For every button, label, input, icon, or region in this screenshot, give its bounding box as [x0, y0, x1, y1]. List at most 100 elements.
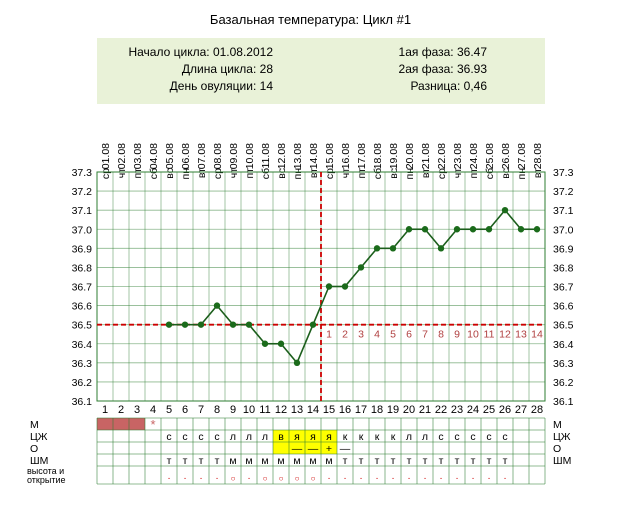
cervix-cell: ·	[215, 473, 218, 484]
shm-cell: м	[245, 455, 252, 467]
cj-cell: с	[182, 431, 187, 443]
date-label: 15.08	[324, 143, 336, 169]
date-label: 18.08	[372, 143, 384, 169]
row-label-opening: открытие	[27, 475, 66, 485]
temperature-point	[325, 283, 333, 290]
cervix-cell: ○	[263, 474, 268, 483]
y-tick-label-right: 36.5	[553, 320, 574, 332]
day-number-label: 11	[259, 404, 270, 416]
y-tick-label-right: 37.2	[553, 186, 574, 198]
day-number-label: 16	[339, 404, 351, 416]
day-number-label: 14	[307, 404, 319, 416]
date-label: 08.08	[212, 143, 224, 169]
date-label: 26.08	[500, 143, 512, 169]
temperature-point	[453, 226, 461, 233]
date-label: 05.08	[164, 143, 176, 169]
cervix-cell: ·	[391, 473, 394, 484]
phase2-day-label: 12	[499, 329, 511, 341]
shm-cell: т	[407, 455, 412, 467]
summary-value: 36.47	[456, 45, 487, 59]
day-number-label: 18	[371, 404, 383, 416]
row-label-left: ЦЖ	[30, 431, 48, 443]
row-label-left: ШМ	[30, 455, 48, 467]
temperature-line-segment	[344, 266, 362, 288]
summary-label: День овуляции:	[169, 79, 257, 93]
cycle-summary-panel: Начало цикла: 01.08.2012 Длина цикла: 28…	[97, 38, 545, 104]
menstruation-cell	[97, 418, 113, 430]
star-marker: *	[150, 417, 155, 432]
y-tick-label-left: 36.9	[72, 243, 93, 255]
weekday-label: вс	[500, 168, 512, 179]
temperature-line-segment	[280, 343, 298, 364]
phase2-day-label: 13	[515, 329, 527, 341]
day-number-label: 13	[291, 404, 303, 416]
weekday-label: пт	[244, 168, 256, 179]
day-number-label: 12	[275, 404, 287, 416]
row-label-right: ШМ	[553, 455, 571, 467]
shm-cell: т	[215, 455, 220, 467]
day-number-label: 21	[419, 404, 431, 416]
temperature-point	[181, 321, 189, 328]
date-label: 03.08	[132, 143, 144, 169]
day-number-label: 28	[531, 404, 543, 416]
phase2-day-label: 11	[484, 329, 495, 341]
y-tick-label-right: 36.1	[553, 396, 574, 408]
weekday-label: вс	[276, 168, 288, 179]
phase2-day-label: 1	[326, 329, 332, 341]
shm-cell: м	[261, 455, 268, 467]
y-tick-label-left: 36.1	[72, 396, 93, 408]
cj-cell: к	[359, 431, 364, 443]
day-number-label: 17	[355, 404, 367, 416]
summary-label: 1ая фаза:	[398, 45, 454, 59]
summary-left: Начало цикла: 01.08.2012 Длина цикла: 28…	[97, 44, 273, 95]
date-label: 04.08	[148, 143, 160, 169]
o-cell: —	[308, 443, 319, 455]
menstruation-cell	[129, 418, 145, 430]
o-cell: —	[340, 443, 351, 455]
temperature-line-segment	[440, 228, 458, 249]
weekday-label: вт	[308, 168, 320, 178]
weekday-label: ср	[324, 168, 336, 179]
cervix-cell: ·	[423, 473, 426, 484]
cervix-cell: ·	[375, 473, 378, 484]
cj-cell: л	[262, 431, 268, 443]
weekday-label: пт	[468, 168, 480, 179]
y-tick-label-left: 36.2	[72, 377, 93, 389]
temperature-point	[293, 359, 301, 367]
shm-cell: т	[183, 455, 188, 467]
weekday-label: сб	[484, 168, 496, 179]
temperature-point	[357, 264, 365, 271]
weekday-label: чт	[228, 168, 240, 178]
temperature-point	[421, 226, 429, 233]
summary-label: Разница:	[410, 79, 461, 93]
shm-cell: т	[359, 455, 364, 467]
day-number-label: 8	[214, 404, 220, 416]
y-tick-label-right: 37.3	[553, 167, 574, 179]
weekday-label: ср	[212, 168, 224, 179]
cervix-cell: ·	[487, 473, 490, 484]
cervix-cell: ·	[327, 473, 330, 484]
phase2-day-label: 9	[454, 329, 460, 341]
shm-cell: т	[487, 455, 492, 467]
date-label: 01.08	[100, 143, 112, 169]
cervix-cell: ·	[183, 473, 186, 484]
cervix-cell: ·	[247, 473, 250, 484]
cervix-cell: ○	[311, 474, 316, 483]
temperature-point	[389, 245, 397, 252]
summary-value: 01.08.2012	[212, 45, 273, 59]
weekday-label: чт	[116, 168, 128, 178]
temperature-point	[197, 321, 205, 328]
weekday-label: вт	[532, 168, 544, 178]
temperature-point	[245, 321, 253, 328]
y-tick-label-right: 36.3	[553, 358, 574, 370]
cj-cell: с	[454, 431, 459, 443]
date-label: 13.08	[292, 143, 304, 169]
cj-cell: с	[502, 431, 507, 443]
summary-right: 1ая фаза: 36.47 2ая фаза: 36.93 Разница:…	[337, 44, 487, 95]
date-label: 16.08	[340, 143, 352, 169]
date-label: 06.08	[180, 143, 192, 169]
y-tick-label-left: 36.7	[72, 282, 93, 294]
day-number-label: 1	[102, 404, 108, 416]
temperature-point	[165, 321, 173, 328]
day-number-label: 22	[435, 404, 447, 416]
